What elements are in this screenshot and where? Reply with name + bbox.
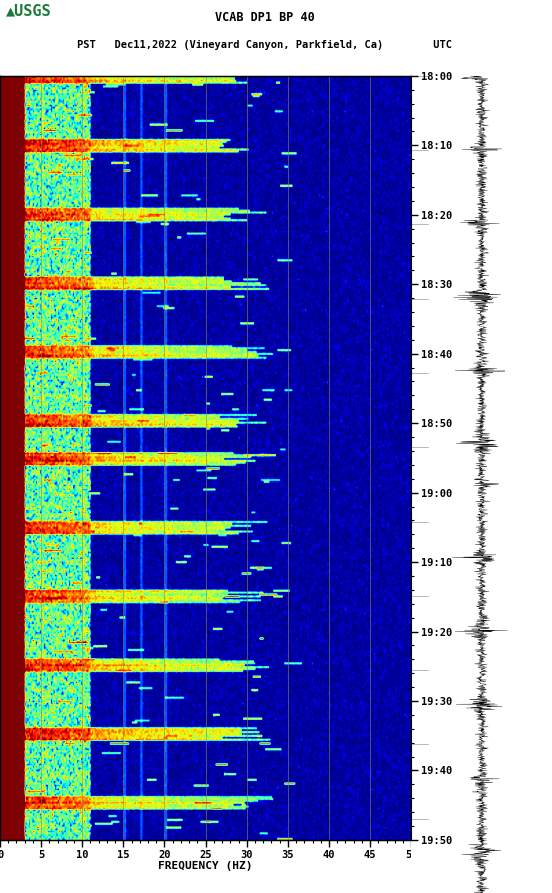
Text: ▲USGS: ▲USGS: [6, 4, 51, 19]
Text: PST   Dec11,2022 (Vineyard Canyon, Parkfield, Ca)        UTC: PST Dec11,2022 (Vineyard Canyon, Parkfie…: [77, 39, 453, 49]
Text: FREQUENCY (HZ): FREQUENCY (HZ): [158, 861, 253, 872]
Text: VCAB DP1 BP 40: VCAB DP1 BP 40: [215, 12, 315, 24]
